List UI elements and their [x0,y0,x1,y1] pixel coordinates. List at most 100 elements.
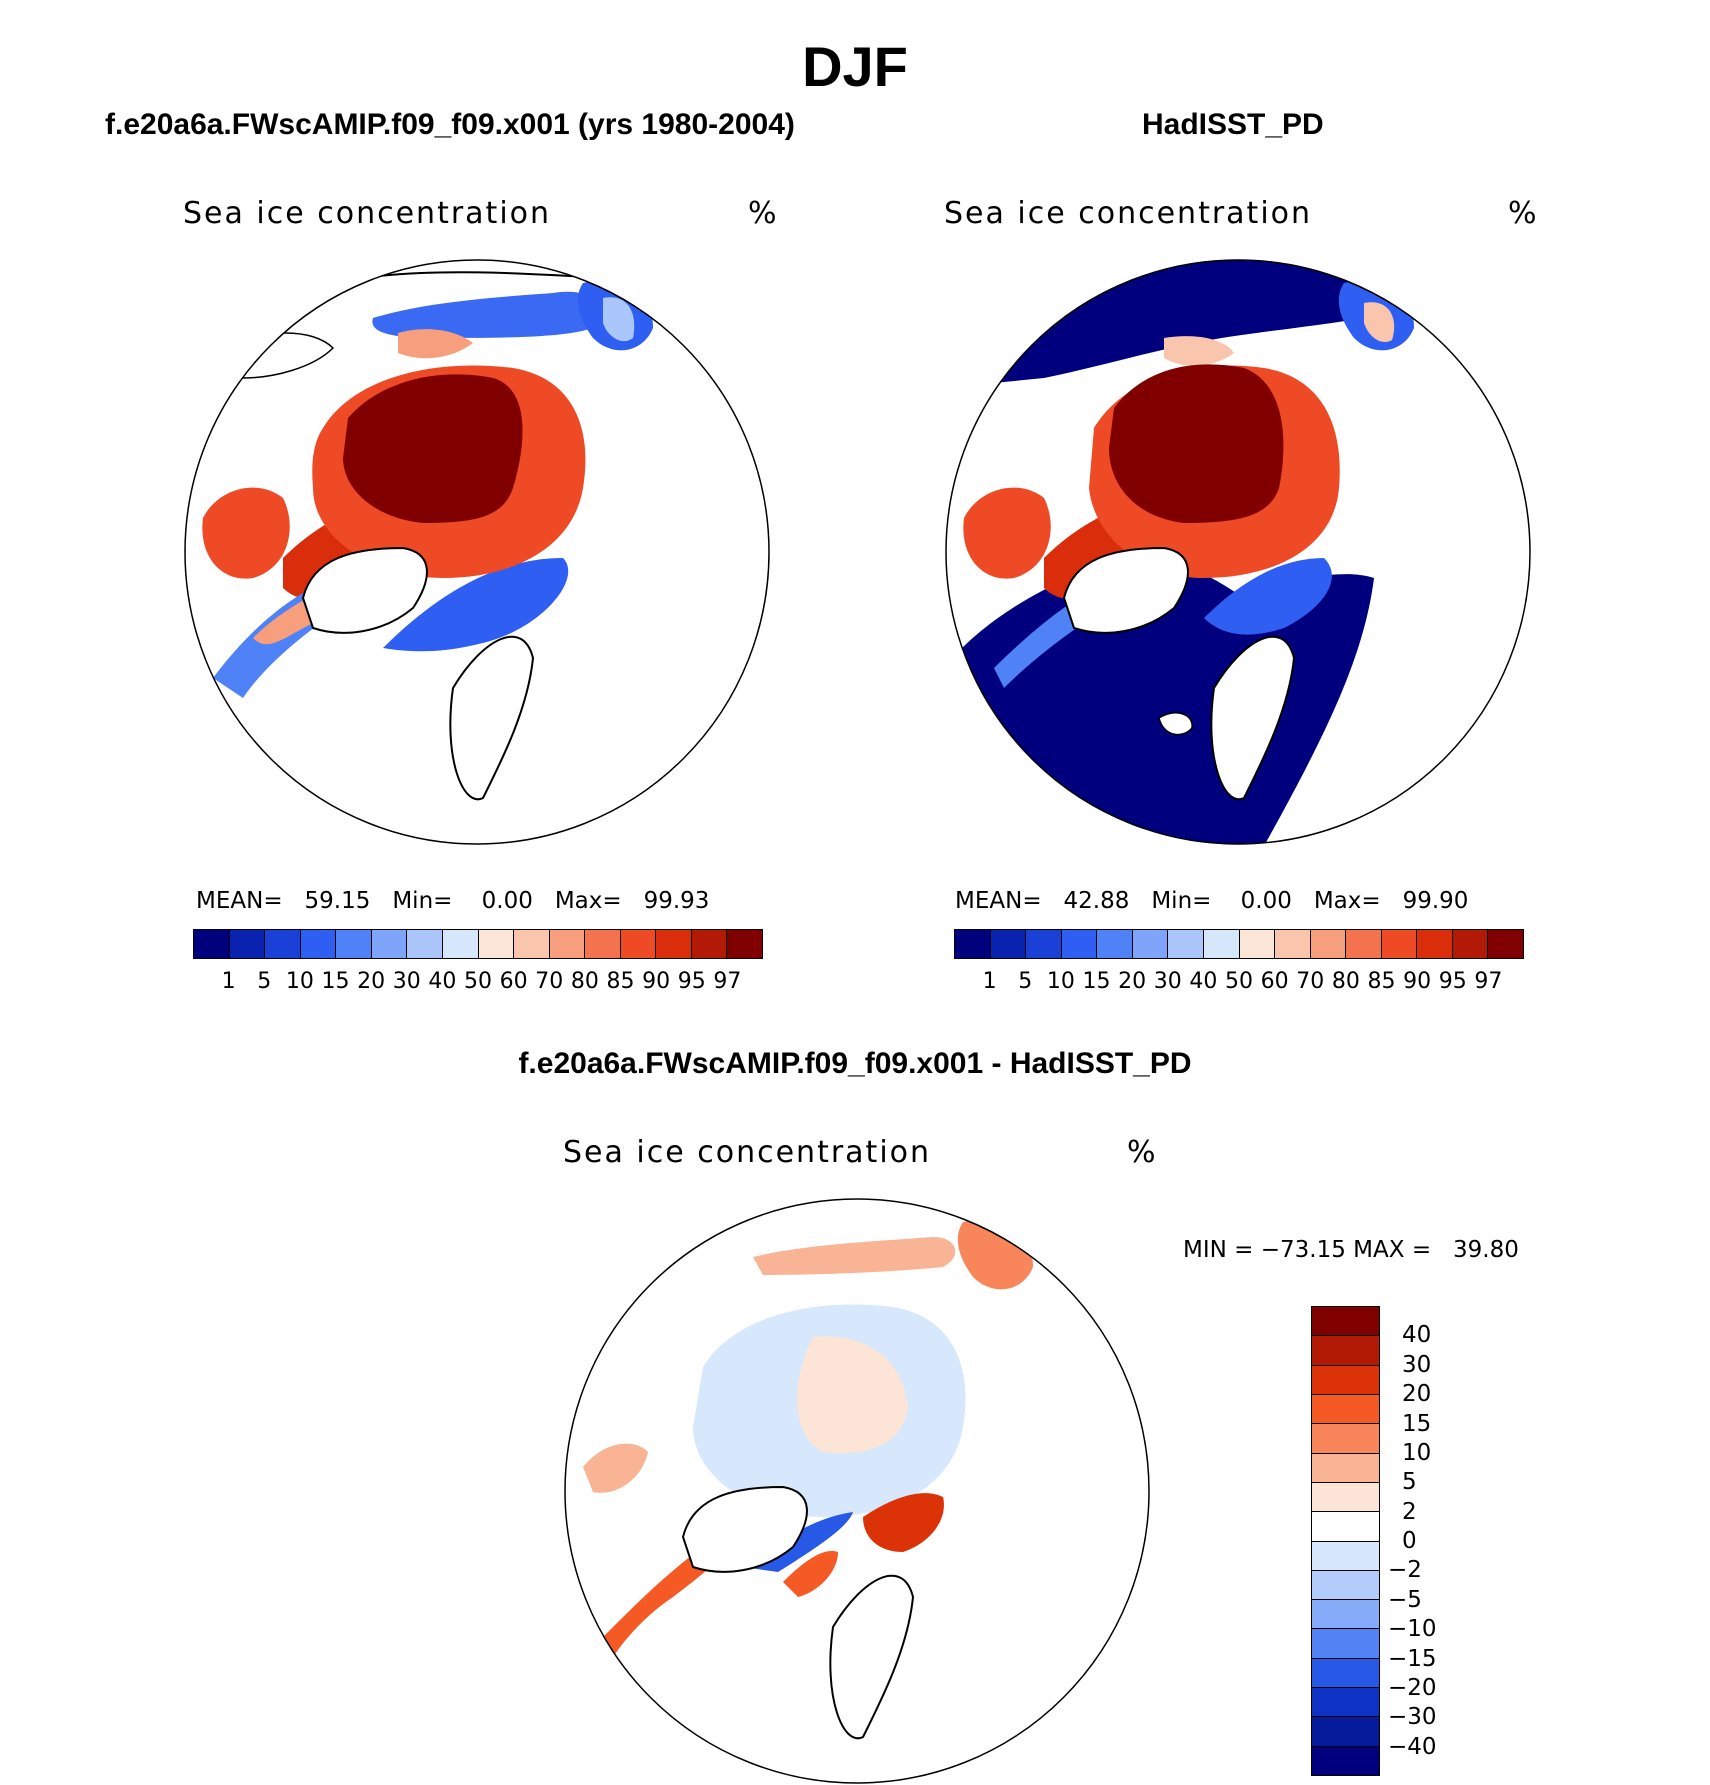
colorbar-tick-label: 95 [677,969,706,994]
colorbar-swatch [1488,930,1523,958]
colorbar-tick-label: 50 [1225,969,1253,994]
colorbar-swatch [1452,930,1489,958]
panel2-ice-okhotsk-inner [1364,302,1395,343]
colorbar-tick-label: 20 [1402,1381,1432,1408]
colorbar-swatch [990,930,1027,958]
colorbar-tick-label: 30 [1402,1351,1432,1378]
colorbar-tick-label: 0 [1402,1528,1417,1554]
colorbar-swatch [1417,930,1453,958]
colorbar-swatch [656,930,692,958]
colorbar-swatch [1312,1336,1379,1366]
colorbar-swatch [1312,1512,1379,1542]
panel2-ice-barents-edge [1204,558,1332,635]
colorbar-tick-label: 97 [1474,969,1503,994]
colorbar-swatch [620,930,657,958]
colorbar-swatch [1203,930,1240,958]
colorbar-tick-label: 80 [1331,969,1360,994]
colorbar-tick-label: 5 [1402,1469,1417,1496]
colorbar-tick-label: −20 [1388,1674,1437,1701]
colorbar-swatch [1346,930,1382,958]
panel1-units: % [748,196,779,231]
colorbar-swatch [1312,1570,1379,1601]
colorbar-swatch [585,930,621,958]
colorbar-swatch [1168,930,1204,958]
colorbar-swatch [727,930,762,958]
colorbar-swatch [1097,930,1133,958]
colorbar-swatch [1239,930,1276,958]
panel3-diff-barents-pos [863,1493,944,1552]
colorbar-tick-label: 90 [642,969,671,994]
colorbar-tick-label: −10 [1388,1616,1437,1643]
panel1-ice-okhotsk-inner [603,297,635,342]
panel1-subtitle: Sea ice concentration [183,196,552,231]
colorbar-swatch [1312,1394,1379,1425]
colorbar-tick-label: 60 [1260,969,1289,994]
panel3-units: % [1127,1135,1158,1170]
panel1-map [184,259,770,845]
colorbar-swatch [549,930,586,958]
panel3-diff-arctic-pos [796,1336,908,1454]
colorbar-tick-label: 1 [221,969,236,994]
panel1-ice-hudson [202,487,290,579]
colorbar-swatch [407,930,443,958]
colorbar-swatch [1312,1482,1379,1513]
colorbar-swatch [1026,930,1062,958]
colorbar-swatch [1381,930,1418,958]
figure-title: DJF [802,35,908,98]
colorbar-swatch [371,930,408,958]
colorbar-tick-label: 97 [713,969,742,994]
colorbar-swatch [1312,1746,1379,1775]
colorbar-swatch [514,930,550,958]
panel2-land-iceland [1158,712,1193,736]
panel1-ice-bering [398,329,473,359]
panel2-land-greenland [1062,546,1189,634]
colorbar-swatch [1061,930,1098,958]
panel1-land-greenland [301,546,428,634]
colorbar-tick-label: 15 [1082,969,1111,994]
colorbar-tick-label: 20 [1118,969,1147,994]
panel3-colorbar-ticks: 40 30 20 15 10 5 2 0 −2 −5 −10 −15 −20 −30 −40 [1388,1306,1468,1776]
colorbar-tick-label: 70 [535,969,564,994]
colorbar-tick-label: 95 [1438,969,1467,994]
colorbar-swatch [1312,1688,1379,1718]
panel1-stats: MEAN= 59.15 Min= 0.00 Max= 99.93 [196,888,710,914]
colorbar-swatch [1312,1424,1379,1454]
panel3-colorbar [1311,1306,1380,1776]
colorbar-swatch [955,930,991,958]
colorbar-tick-label: 2 [1402,1498,1417,1525]
panel3-land-greenland [681,1485,808,1573]
panel1-colorbar [193,929,763,959]
colorbar-swatch [194,930,230,958]
colorbar-tick-label: 30 [1153,969,1182,994]
colorbar-tick-label: 5 [1018,969,1033,994]
colorbar-swatch [1312,1629,1379,1659]
colorbar-tick-label: 10 [1046,969,1075,994]
panel3-land-scandinavia [829,1574,915,1740]
colorbar-swatch [1310,930,1347,958]
colorbar-tick-label: 40 [1402,1322,1432,1349]
colorbar-swatch [1312,1307,1379,1337]
panel2-map [945,259,1531,845]
colorbar-tick-label: −40 [1388,1733,1437,1760]
panel2-title: HadISST_PD [1142,108,1324,141]
panel2-ice-bering [1164,336,1234,366]
colorbar-tick-label: 80 [570,969,599,994]
colorbar-swatch [478,930,515,958]
colorbar-tick-label: −2 [1388,1557,1422,1584]
panel2-land-scandinavia [1210,635,1296,801]
colorbar-swatch [1132,930,1169,958]
colorbar-tick-label: 30 [392,969,421,994]
panel2-subtitle: Sea ice concentration [944,196,1313,231]
colorbar-tick-label: 85 [606,969,635,994]
colorbar-tick-label: 15 [321,969,350,994]
colorbar-tick-label: 50 [464,969,492,994]
colorbar-tick-label: −15 [1388,1645,1437,1672]
colorbar-tick-label: 60 [499,969,528,994]
panel3-title: f.e20a6a.FWscAMIP.f09_f09.x001 - HadISST… [518,1047,1192,1080]
panel3-stats: MIN = −73.15 MAX = 39.80 [1183,1237,1519,1263]
colorbar-tick-label: 70 [1296,969,1325,994]
colorbar-tick-label: 1 [982,969,997,994]
colorbar-tick-label: −5 [1388,1586,1422,1613]
panel2-stats: MEAN= 42.88 Min= 0.00 Max= 99.90 [955,888,1469,914]
panel3-diff-hudson [583,1443,648,1493]
